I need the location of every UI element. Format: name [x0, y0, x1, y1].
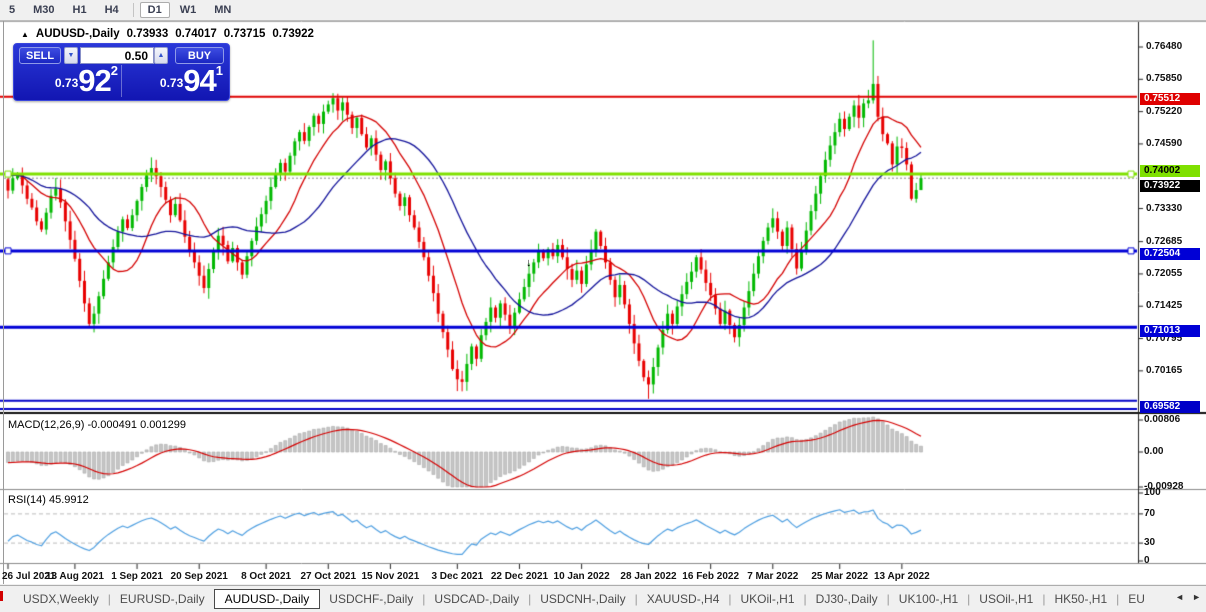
tab-separator: |: [1042, 592, 1046, 606]
ask-price[interactable]: 0.73941: [130, 63, 223, 99]
bid-price[interactable]: 0.73922: [22, 63, 118, 99]
chart-tab-usoil-h1[interactable]: USOil-,H1: [979, 592, 1034, 606]
ohlc-open-value: 0.73933: [126, 28, 169, 40]
volume-input[interactable]: [80, 47, 154, 64]
ohlc-high-value: 0.74017: [175, 28, 217, 40]
chart-title-bar: ▲ AUDUSD-,Daily 0.73933 0.74017 0.73715 …: [21, 28, 314, 40]
tabs-scroll-left-icon[interactable]: ◄: [1175, 592, 1185, 602]
timeframe-button-d1[interactable]: D1: [139, 2, 170, 18]
ohlc-low-value: 0.73715: [223, 28, 266, 40]
chevron-up-icon: ▲: [157, 52, 165, 59]
tab-separator: |: [728, 592, 732, 606]
chart-tab-usdcad-daily[interactable]: USDCAD-,Daily: [434, 592, 520, 606]
bid-price-big-digits: 92: [78, 63, 111, 98]
chart-tab-usdchf-daily[interactable]: USDCHF-,Daily: [329, 592, 414, 606]
ask-price-pip-digit: 1: [215, 63, 223, 78]
chart-tab-audusd-daily[interactable]: AUDUSD-,Daily: [213, 589, 321, 609]
timeframe-button-h4[interactable]: H4: [97, 2, 127, 18]
chart-tab-bar: USDX,Weekly | EURUSD-,Daily AUDUSD-,Daily US…: [0, 585, 1206, 612]
chart-tab-xauusd-h4[interactable]: XAUUSD-,H4: [646, 592, 720, 606]
tab-separator: |: [967, 592, 971, 606]
tab-separator: |: [528, 592, 532, 606]
volume-decrease-button[interactable]: ▼: [64, 47, 78, 64]
chart-tab-dj30-daily[interactable]: DJ30-,Daily: [815, 592, 878, 606]
ask-price-big-digits: 94: [183, 63, 216, 98]
tab-separator: |: [803, 592, 807, 606]
tabs-scroll-right-icon[interactable]: ►: [1192, 592, 1201, 602]
tab-separator: |: [107, 592, 111, 606]
tab-separator: |: [634, 592, 638, 606]
timeframe-button-h1[interactable]: H1: [65, 2, 95, 18]
chart-window: ▲ AUDUSD-,Daily 0.73933 0.74017 0.73715 …: [0, 21, 1206, 584]
volume-increase-button[interactable]: ▲: [154, 47, 168, 64]
one-click-trading-panel: SELL ▼ ▲ BUY 0.73922 0.73941: [13, 43, 230, 101]
chart-tab-hk50-h1[interactable]: HK50-,H1: [1054, 592, 1108, 606]
timeframe-button-5[interactable]: 5: [1, 2, 23, 18]
toolbar-separator: [132, 3, 134, 17]
quote-divider: [121, 65, 122, 97]
ask-price-prefix: 0.73: [159, 76, 184, 90]
buy-button[interactable]: BUY: [175, 47, 224, 64]
chart-tab-eu[interactable]: EU: [1128, 592, 1145, 606]
chart-tab-ukoil-h1[interactable]: UKOil-,H1: [740, 592, 795, 606]
chart-tab-eurusd-daily[interactable]: EURUSD-,Daily: [119, 592, 205, 606]
bid-price-pip-digit: 2: [110, 63, 118, 78]
tab-separator: |: [1116, 592, 1120, 606]
chevron-down-icon: ▼: [67, 52, 75, 59]
chart-tab-usdcnh-daily[interactable]: USDCNH-,Daily: [540, 592, 626, 606]
window-left-border: [3, 21, 4, 584]
ohlc-close-value: 0.73922: [272, 28, 314, 40]
chart-tab-usdx-weekly[interactable]: USDX,Weekly: [23, 592, 99, 606]
collapse-triangle-icon[interactable]: ▲: [21, 29, 29, 39]
chart-tab-uk100-h1[interactable]: UK100-,H1: [898, 592, 959, 606]
bid-price-prefix: 0.73: [54, 76, 79, 90]
tab-separator: |: [422, 592, 426, 606]
timeframe-button-m30[interactable]: M30: [25, 2, 62, 18]
timeframe-button-mn[interactable]: MN: [206, 2, 239, 18]
sell-button[interactable]: SELL: [19, 47, 61, 64]
timeframe-toolbar: 5 M30 H1 H4 D1 W1 MN: [0, 0, 1206, 21]
tab-separator: |: [886, 592, 890, 606]
tab-scroll-arrows: ◄ ►: [1175, 592, 1201, 602]
timeframe-button-w1[interactable]: W1: [172, 2, 205, 18]
left-edge-marker: [0, 591, 3, 601]
price-chart-canvas[interactable]: [0, 21, 1206, 584]
chart-symbol-label: AUDUSD-,Daily: [35, 28, 120, 40]
